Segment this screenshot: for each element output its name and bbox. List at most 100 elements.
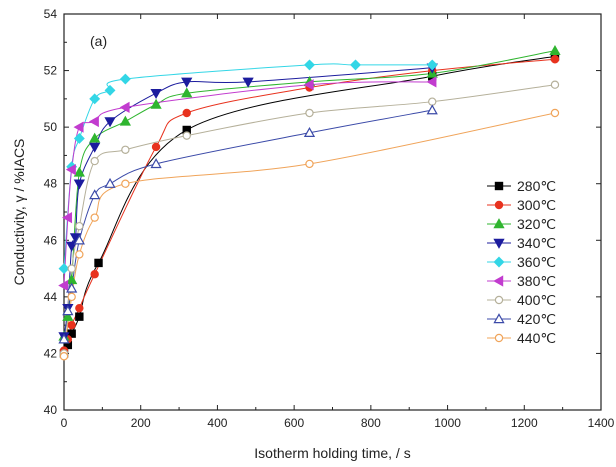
data-point — [62, 212, 73, 224]
legend-label: 380℃ — [517, 273, 556, 289]
data-point — [181, 77, 193, 88]
data-point — [58, 279, 69, 292]
legend-marker — [494, 295, 504, 305]
x-axis-title: Isotherm holding time, / s — [254, 445, 410, 461]
data-point — [426, 76, 437, 88]
data-point — [121, 145, 130, 154]
data-point — [59, 352, 69, 361]
legend-label: 340℃ — [517, 235, 556, 251]
data-point — [303, 79, 314, 91]
x-tick-label: 1400 — [588, 416, 615, 430]
x-tick-label: 0 — [61, 416, 68, 430]
y-tick-label: 40 — [44, 403, 58, 417]
legend-label: 360℃ — [517, 254, 556, 270]
fit-curve — [63, 109, 433, 340]
data-point — [304, 59, 315, 71]
data-point — [305, 108, 314, 118]
data-point — [150, 88, 162, 100]
data-point — [62, 305, 74, 316]
y-axis-title: Conductivity, γ / %IACS — [11, 139, 27, 286]
y-tick-label: 50 — [44, 120, 58, 134]
data-point — [58, 333, 70, 344]
legend: 280℃ 300℃ 320℃ 340℃ 360℃ 380℃ 400℃ 420℃ 440℃ — [487, 178, 556, 346]
data-point — [73, 234, 85, 245]
data-point — [90, 156, 99, 166]
data-point — [62, 310, 74, 321]
data-point — [550, 108, 560, 118]
fit-curve — [63, 81, 433, 286]
x-tick-label: 600 — [284, 416, 304, 430]
legend-marker — [493, 238, 505, 249]
y-tick-label: 48 — [44, 177, 58, 191]
legend-marker — [494, 200, 504, 210]
data-point — [89, 93, 101, 105]
legend-marker — [493, 218, 505, 229]
fit-curve — [63, 84, 556, 354]
legend-label: 320℃ — [517, 216, 556, 232]
data-point — [89, 189, 101, 200]
data-point — [73, 179, 85, 190]
fit-curve — [63, 55, 556, 354]
data-point — [90, 213, 99, 222]
x-tick-label: 200 — [131, 416, 151, 430]
legend-label: 280℃ — [517, 178, 556, 194]
data-point — [121, 179, 130, 188]
data-point — [73, 121, 84, 133]
legend-marker — [493, 275, 504, 287]
axis-ticks: 0 200 400 600 800 1000 1200 1400 40 42 44 46 48 50 52 5… — [44, 7, 615, 430]
data-point — [151, 142, 161, 152]
legend-label: 300℃ — [517, 197, 556, 213]
data-point — [75, 312, 84, 321]
data-point — [58, 263, 70, 275]
y-tick-label: 54 — [44, 7, 58, 21]
data-point — [75, 250, 84, 259]
legend-label: 400℃ — [517, 292, 556, 308]
data-point — [305, 159, 314, 169]
fit-curve — [63, 63, 433, 269]
x-tick-label: 800 — [361, 416, 381, 430]
y-tick-label: 52 — [44, 64, 58, 78]
data-point — [104, 84, 116, 96]
x-tick-label: 1000 — [434, 416, 461, 430]
data-point — [182, 108, 191, 118]
y-tick-label: 42 — [44, 346, 58, 360]
legend-label: 420℃ — [517, 311, 556, 327]
data-point — [65, 163, 76, 176]
data-point — [550, 55, 560, 64]
data-point — [119, 115, 131, 126]
y-tick-label: 46 — [44, 233, 58, 247]
data-point — [66, 282, 78, 293]
data-point — [182, 131, 191, 140]
fit-curve — [63, 112, 556, 357]
data-point — [94, 258, 103, 268]
legend-label: 440℃ — [517, 330, 556, 346]
data-point — [426, 59, 438, 71]
data-point — [150, 158, 162, 169]
data-point — [303, 126, 316, 137]
data-point — [426, 104, 438, 115]
data-point — [89, 142, 101, 153]
data-point — [104, 117, 116, 128]
data-point — [428, 97, 437, 106]
data-point — [88, 115, 99, 128]
fit-curve — [63, 50, 556, 337]
x-tick-label: 1200 — [511, 416, 538, 430]
y-tick-label: 44 — [44, 290, 58, 304]
data-point — [119, 101, 130, 113]
data-point — [67, 320, 76, 330]
data-point — [67, 292, 76, 302]
data-point — [549, 44, 561, 55]
data-point — [150, 98, 162, 109]
legend-marker — [493, 313, 505, 324]
legend-marker — [494, 181, 504, 191]
data-point — [89, 132, 101, 143]
legend-marker — [493, 256, 505, 268]
data-point — [75, 303, 84, 313]
data-point — [119, 73, 131, 85]
data-point — [104, 177, 116, 188]
data-point — [73, 133, 85, 144]
data-point — [550, 80, 560, 89]
legend-marker — [494, 333, 504, 343]
data-point — [242, 77, 254, 88]
data-point — [75, 221, 84, 231]
